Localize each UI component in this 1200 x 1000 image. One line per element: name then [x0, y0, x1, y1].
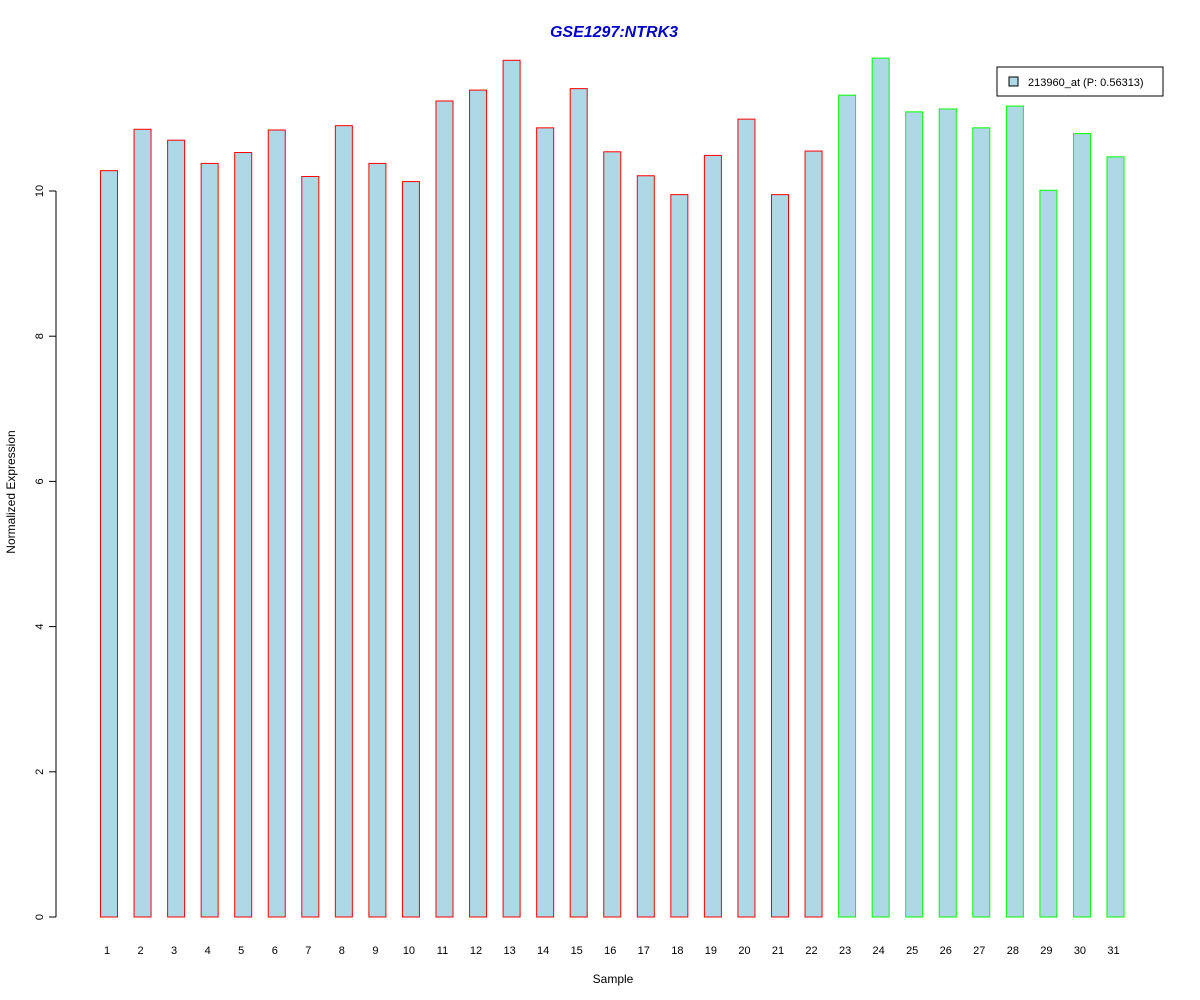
x-tick-label: 16	[604, 945, 616, 957]
x-tick-label: 24	[873, 945, 885, 957]
bar	[167, 139, 186, 918]
x-tick-label: 13	[503, 945, 515, 957]
bar	[267, 129, 286, 918]
bar	[502, 59, 521, 918]
x-tick-label: 25	[906, 945, 918, 957]
x-tick-label: 17	[638, 945, 650, 957]
bar	[1039, 189, 1058, 918]
x-tick-label: 26	[940, 945, 952, 957]
legend: 213960_at (P: 0.56313)	[996, 66, 1164, 97]
bar	[200, 162, 219, 918]
x-tick-label: 5	[238, 945, 244, 957]
x-tick-label: 19	[705, 945, 717, 957]
x-tick-label: 10	[403, 945, 415, 957]
x-axis-label: Sample	[593, 972, 634, 986]
bar	[670, 194, 689, 918]
x-tick-label: 29	[1040, 945, 1052, 957]
bar	[972, 127, 991, 918]
x-tick-label: 22	[805, 945, 817, 957]
x-tick-label: 11	[437, 945, 448, 957]
bar	[703, 154, 722, 918]
bar	[603, 151, 622, 918]
bar	[1005, 105, 1024, 918]
bar	[569, 88, 588, 918]
x-tick-label: 6	[272, 945, 278, 957]
x-tick-label: 23	[839, 945, 851, 957]
bar	[804, 150, 823, 918]
x-tick-label: 9	[372, 945, 378, 957]
y-axis-label: Normalized Expression	[4, 430, 18, 553]
bar	[905, 111, 924, 918]
legend-label: 213960_at (P: 0.56313)	[1028, 77, 1144, 89]
bar	[938, 108, 957, 918]
x-tick-label: 14	[537, 945, 549, 957]
legend-swatch	[1008, 76, 1019, 87]
y-tick-label: 0	[34, 914, 46, 920]
y-tick-label: 6	[34, 478, 46, 484]
x-tick-label: 8	[339, 945, 345, 957]
bar	[737, 118, 756, 918]
bar	[536, 127, 555, 918]
x-tick-label: 27	[973, 945, 985, 957]
bar	[234, 152, 253, 918]
x-tick-label: 15	[571, 945, 583, 957]
y-tick-label: 8	[34, 333, 46, 339]
chart-title: GSE1297:NTRK3	[550, 24, 678, 41]
bar	[133, 128, 152, 918]
bar	[435, 100, 454, 918]
x-tick-label: 30	[1074, 945, 1086, 957]
legend-box	[996, 66, 1164, 97]
y-axis-ticks: 0 2 4 6 8 10	[34, 185, 56, 920]
x-tick-label: 7	[305, 945, 311, 957]
bar	[838, 94, 857, 918]
x-tick-label: 2	[137, 945, 143, 957]
bar	[1072, 133, 1091, 918]
x-tick-label: 3	[171, 945, 177, 957]
y-tick-label: 4	[34, 624, 46, 630]
bar	[401, 181, 420, 918]
bar	[1106, 156, 1125, 918]
x-tick-label: 28	[1007, 945, 1019, 957]
x-tick-label: 12	[470, 945, 482, 957]
x-tick-label: 21	[772, 945, 784, 957]
bars	[100, 57, 1125, 918]
y-tick-label: 10	[34, 185, 46, 197]
x-axis-tick-labels: 1 2 3 4 5 6 7 8 9 10 11 12 13 14 15 16 17 18 19 20 21 22 23 24 2…	[104, 945, 1120, 957]
bar	[636, 175, 655, 918]
bar	[334, 125, 353, 918]
x-tick-label: 31	[1107, 945, 1119, 957]
x-tick-label: 1	[104, 945, 110, 957]
bar	[871, 57, 890, 918]
bar	[469, 89, 488, 918]
bar	[771, 194, 789, 918]
x-tick-label: 20	[738, 945, 750, 957]
bar	[368, 162, 387, 918]
x-tick-label: 4	[205, 945, 211, 957]
y-tick-label: 2	[34, 769, 46, 775]
x-tick-label: 18	[671, 945, 683, 957]
bar	[100, 170, 118, 918]
bar	[301, 175, 320, 918]
